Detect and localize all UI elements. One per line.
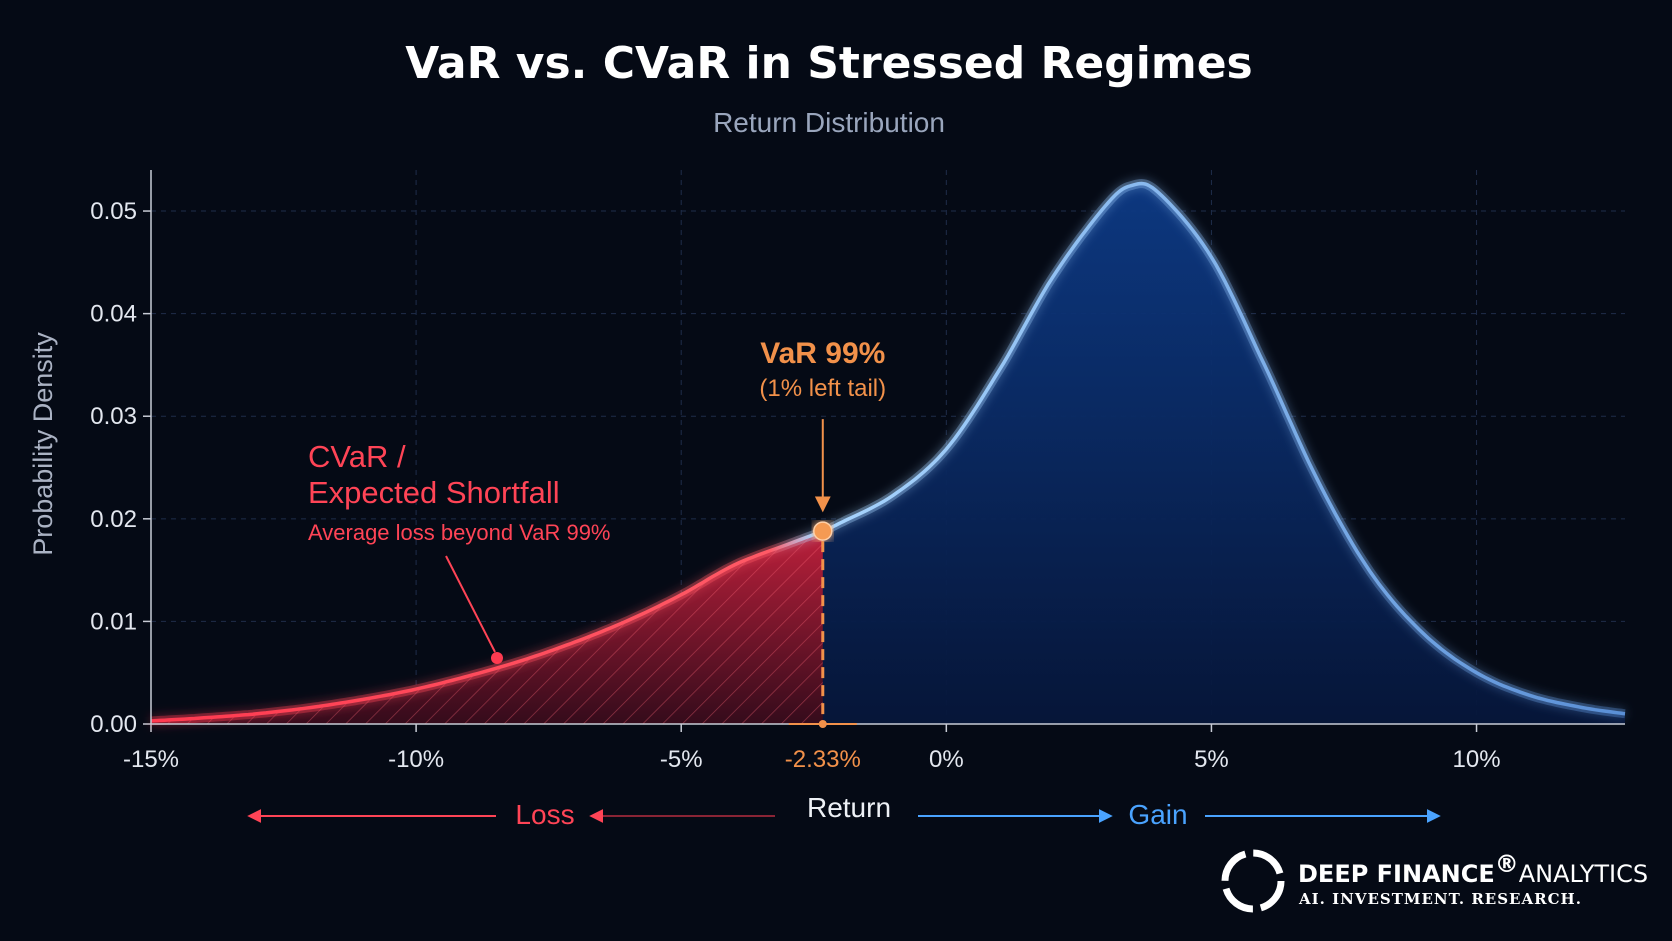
loss-direction: Loss (247, 799, 775, 830)
brand-ring-icon (1221, 849, 1285, 913)
var-label: VaR 99% (760, 337, 885, 370)
var-sublabel: (1% left tail) (759, 375, 886, 402)
brand-logo: DEEP FINANCE®ANALYTICS AI. INVESTMENT. R… (1221, 849, 1648, 913)
cvar-label-line1: CVaR / (308, 439, 406, 474)
y-tick-label: 0.03 (90, 403, 137, 430)
x-tick-label: -15% (123, 746, 179, 773)
brand-registered: ® (1495, 850, 1519, 878)
chart-subtitle: Return Distribution (713, 107, 945, 138)
y-tick-label: 0.02 (90, 506, 137, 533)
y-tick-label: 0.04 (90, 301, 137, 328)
brand-name-light: ANALYTICS (1519, 860, 1648, 888)
cvar-pointer-dot (491, 652, 503, 664)
x-axis-label: Return (807, 792, 891, 823)
cvar-sublabel: Average loss beyond VaR 99% (308, 520, 611, 545)
y-tick-label: 0.00 (90, 711, 137, 738)
brand-name: DEEP FINANCE®ANALYTICS (1298, 850, 1648, 888)
distribution-area (151, 183, 1625, 724)
cvar-label-line2: Expected Shortfall (308, 475, 560, 510)
y-tick-label: 0.01 (90, 608, 137, 635)
density-curve (150, 181, 1626, 723)
x-tick-label: -5% (660, 746, 703, 773)
brand-name-bold: DEEP FINANCE (1298, 860, 1495, 888)
brand-tagline: AI. INVESTMENT. RESEARCH. (1298, 890, 1582, 908)
cvar-tail-hatch (151, 531, 823, 724)
x-tick-label: 0% (929, 746, 964, 773)
gain-label: Gain (1128, 799, 1187, 830)
var-tick-label: -2.33% (785, 746, 861, 773)
cvar-pointer-line (445, 555, 496, 653)
y-tick-label: 0.05 (90, 198, 137, 225)
x-tick-label: 5% (1194, 746, 1229, 773)
var-point (813, 521, 833, 541)
x-tick-label: -10% (388, 746, 444, 773)
x-tick-label: 10% (1453, 746, 1501, 773)
loss-label: Loss (515, 799, 574, 830)
y-axis-label: Probability Density (28, 332, 58, 556)
chart-title: VaR vs. CVaR in Stressed Regimes (405, 38, 1252, 89)
var-base-dot (818, 720, 827, 728)
gain-direction: Gain (918, 799, 1441, 830)
